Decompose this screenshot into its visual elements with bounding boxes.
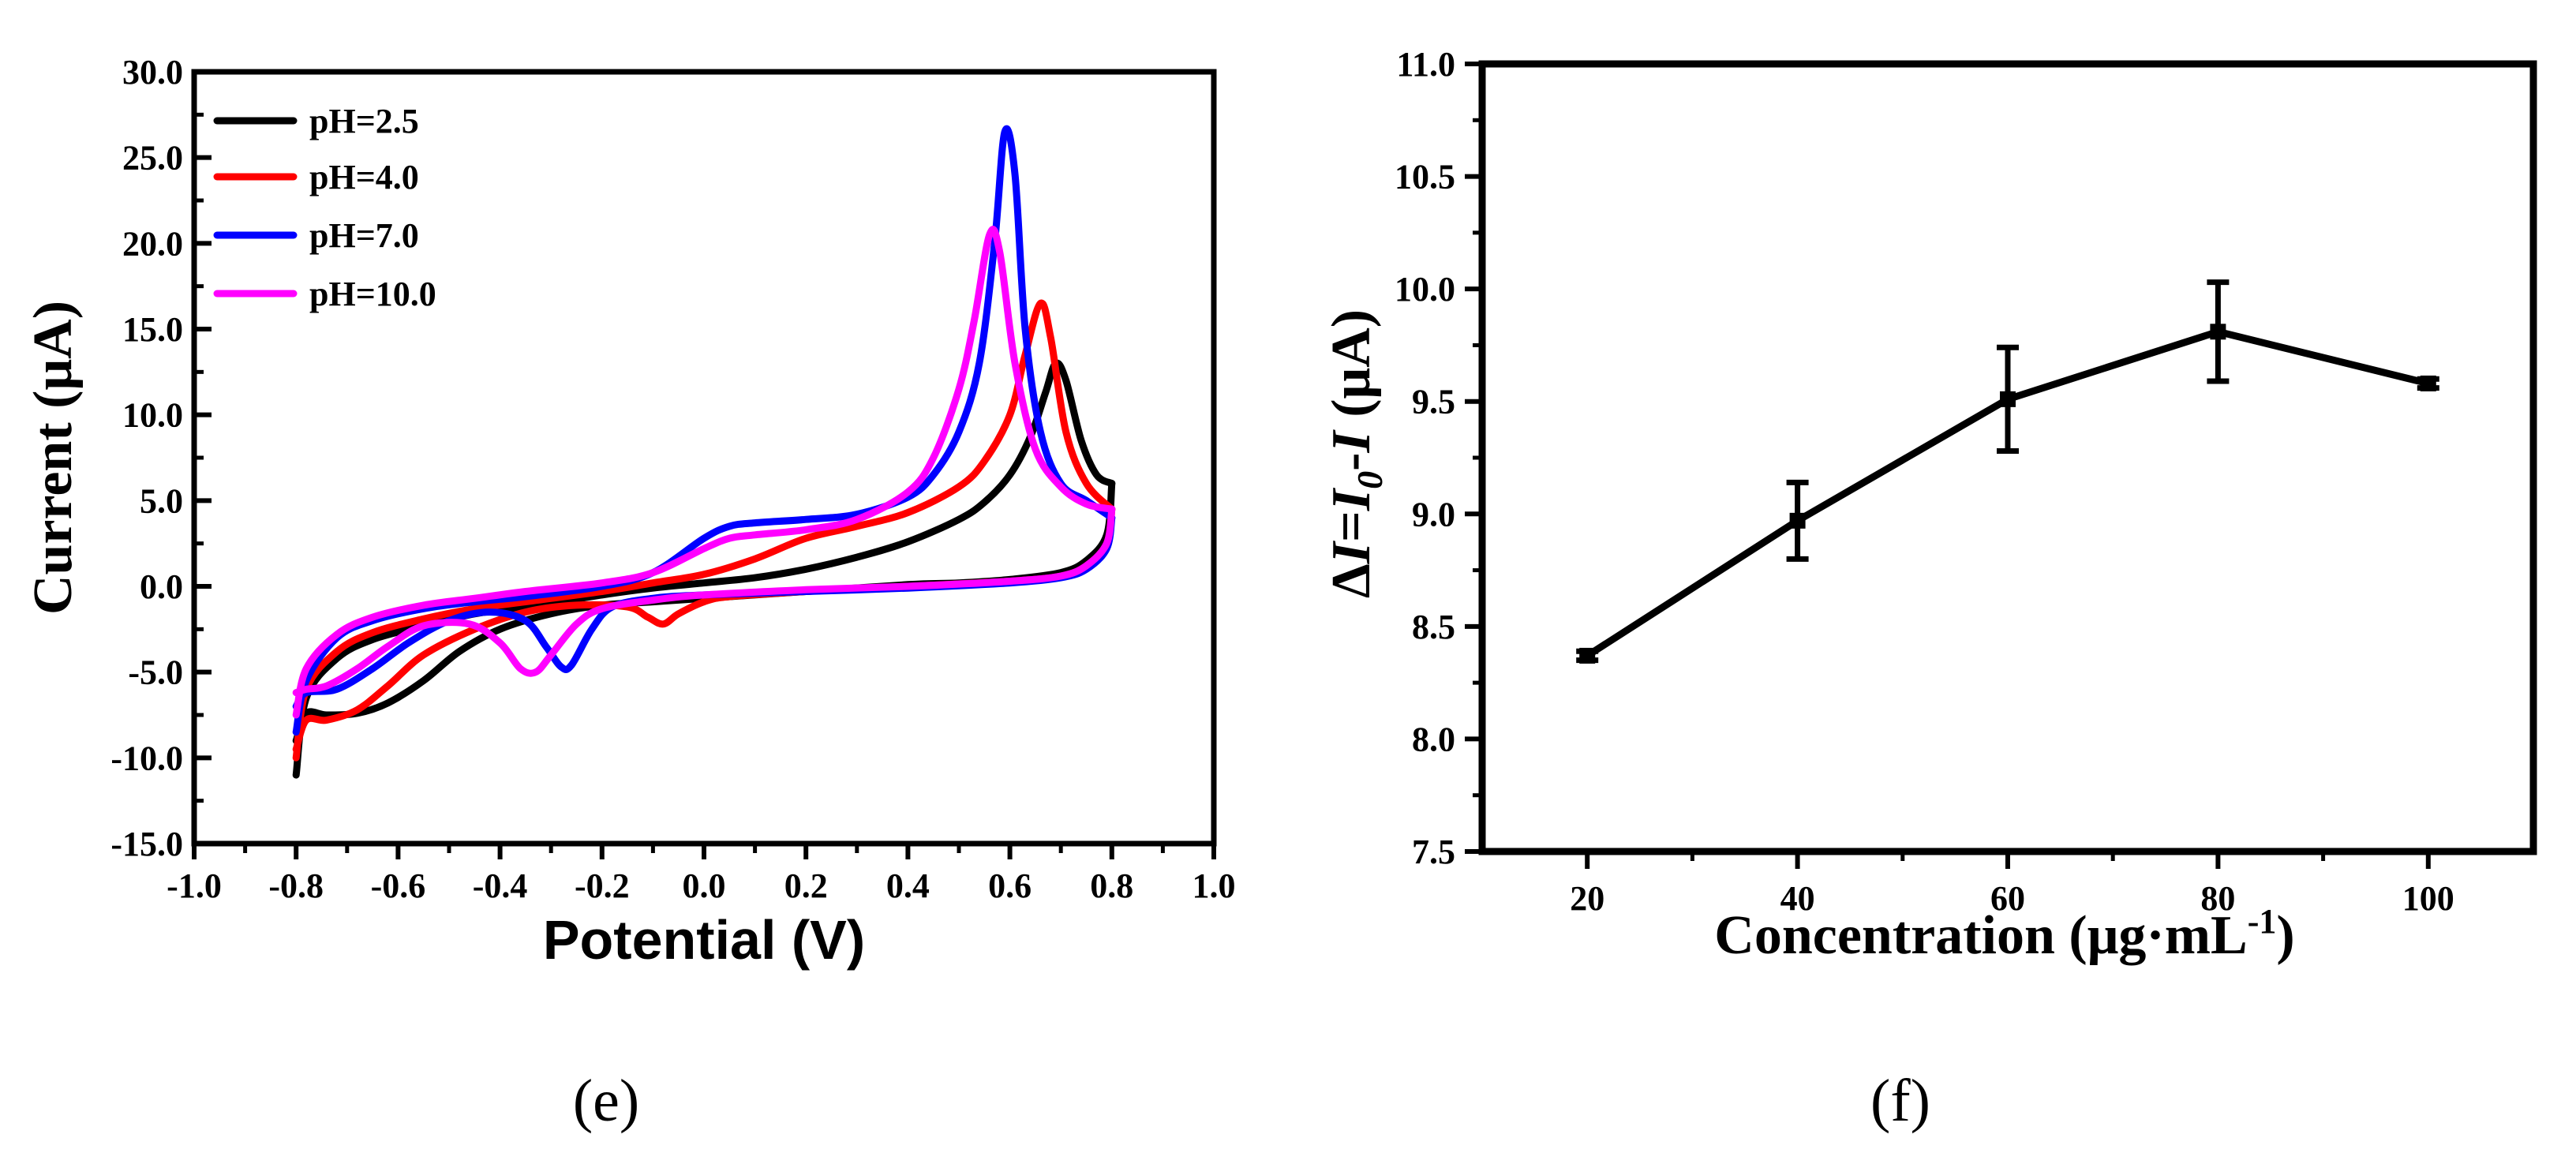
panel-f-x-axis: 20 40 60 80 100 xyxy=(1570,851,2454,918)
series-ph-10-0-reverse-scan xyxy=(292,505,1116,697)
panel-f-concentration-chart: 7.58.08.59.09.510.010.511.0 20 40 60 80 100 … xyxy=(1321,45,2537,966)
panel-f-y-tick-label: 10.5 xyxy=(1395,158,1455,196)
panel-e-y-tick-label: 25.0 xyxy=(122,139,183,178)
panel-f-y-axis-label: ΔI=I0-I (μA) xyxy=(1321,309,1390,598)
panel-e-x-tick-label: 0.6 xyxy=(988,866,1032,905)
panel-e-y-tick-label: -5.0 xyxy=(128,653,183,692)
panel-f-y-tick-label: 9.5 xyxy=(1412,383,1455,421)
panel-e-y-axis-label: Current (μA) xyxy=(23,301,84,615)
series-ph-10-0-forward-scan xyxy=(292,226,1116,719)
panel-e-y-tick-label: -10.0 xyxy=(110,739,183,777)
legend-label-ph-7-0: pH=7.0 xyxy=(309,216,419,255)
panel-f-y-tick-label: 9.0 xyxy=(1412,495,1455,533)
panel-f-data-point xyxy=(1579,647,1596,664)
series-ph-2-5-forward-scan xyxy=(292,359,1116,779)
panel-f-y-tick-label: 11.0 xyxy=(1396,45,1455,84)
panel-e-x-tick-label: -0.8 xyxy=(268,866,324,905)
panel-e-x-tick-label: -0.6 xyxy=(371,866,426,905)
panel-f-x-tick-label: 100 xyxy=(2402,879,2454,918)
panel-f-y-axis: 7.5 8.0 8.5 9.0 9.5 10.0 10.5 11.0 xyxy=(1395,45,1482,871)
panel-e-x-tick-label: 0.4 xyxy=(886,866,930,905)
panel-e-y-tick-label: 15.0 xyxy=(122,310,183,349)
panel-e-y-tick-label: 10.0 xyxy=(122,396,183,435)
panel-f-x-axis-label: Concentration (μg·mL-1) xyxy=(1714,902,2294,966)
panel-e-x-tick-label: -0.2 xyxy=(575,866,630,905)
panel-e-y-tick-label: 5.0 xyxy=(140,481,183,520)
panel-f-x-tick-label: 80 xyxy=(2200,879,2235,918)
legend-label-ph-4-0: pH=4.0 xyxy=(309,158,419,196)
panel-f-x-tick-label: 40 xyxy=(1780,879,1815,918)
panel-e-x-tick-label: 0.0 xyxy=(683,866,726,905)
panel-e-legend: pH=2.5 pH=4.0 pH=7.0 pH=10.0 xyxy=(213,102,436,313)
panel-e-series xyxy=(292,125,1116,779)
series-ph-4-0-forward-scan xyxy=(292,299,1116,762)
panel-e-x-tick-label: -1.0 xyxy=(167,866,222,905)
panel-label-f: (f) xyxy=(1870,1068,1930,1134)
panel-e-x-tick-label: -0.4 xyxy=(473,866,528,905)
panel-e-y-axis: -15.0 -10.0 -5.0 0.0 5.0 10.0 15.0 20.0 25.0 30.0 xyxy=(110,53,212,863)
panel-e-y-tick-label: 30.0 xyxy=(122,53,183,92)
panel-f-data-point xyxy=(1789,512,1806,529)
panel-e-x-axis: -1.0 -0.8 -0.6 -0.4 -0.2 0.0 0.2 0.4 0.6 0.8 1.0 xyxy=(167,844,1236,905)
panel-e-x-tick-label: 0.2 xyxy=(784,866,828,905)
panel-f-data-point xyxy=(2420,375,2436,391)
panel-e-x-tick-label: 0.8 xyxy=(1090,866,1133,905)
panel-f-y-tick-label: 8.0 xyxy=(1412,720,1455,758)
panel-e-cv-chart: -15.0 -10.0 -5.0 0.0 5.0 10.0 15.0 20.0 25.0 30.0… xyxy=(23,53,1236,971)
panel-e-y-tick-label: 20.0 xyxy=(122,224,183,263)
panel-f-x-tick-label: 20 xyxy=(1570,879,1604,918)
panel-e-x-axis-label: Potential (V) xyxy=(543,909,865,971)
legend-label-ph-10-0: pH=10.0 xyxy=(309,275,436,313)
panel-e-x-tick-label: 1.0 xyxy=(1193,866,1236,905)
panel-f-series xyxy=(1576,279,2439,664)
panel-e-y-tick-label: -15.0 xyxy=(110,825,183,863)
panel-f-data-point xyxy=(2210,324,2226,340)
panel-f-data-point xyxy=(2000,391,2016,407)
panel-f-x-tick-label: 60 xyxy=(1990,879,2025,918)
panel-e-y-tick-label: 0.0 xyxy=(140,567,183,606)
legend-label-ph-2-5: pH=2.5 xyxy=(309,102,419,140)
panel-f-y-tick-label: 8.5 xyxy=(1412,608,1455,646)
panel-f-plot-frame xyxy=(1478,60,2537,855)
panel-label-e: (e) xyxy=(573,1068,639,1134)
panel-f-y-tick-label: 7.5 xyxy=(1412,833,1455,871)
panel-f-y-tick-label: 10.0 xyxy=(1395,270,1455,309)
